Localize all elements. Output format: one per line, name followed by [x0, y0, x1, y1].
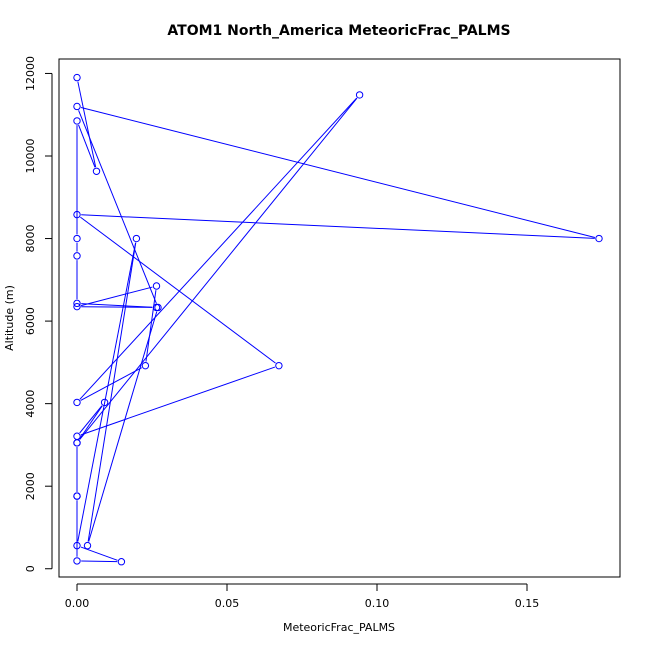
- chart-title: ATOM1 North_America MeteoricFrac_PALMS: [167, 23, 510, 39]
- series-segment: [88, 311, 158, 542]
- y-tick-label: 2000: [24, 472, 37, 500]
- data-point: [73, 432, 81, 440]
- series-points: [73, 73, 603, 566]
- data-point: [92, 167, 101, 175]
- data-point: [73, 252, 81, 260]
- data-point: [73, 210, 81, 219]
- data-point: [73, 73, 81, 82]
- series-segment: [79, 405, 103, 434]
- x-tick-label: 0.10: [365, 597, 390, 610]
- data-point: [275, 361, 283, 370]
- x-axis: 0.00 0.05 0.10 0.15: [65, 583, 540, 610]
- series-segment: [78, 405, 103, 440]
- series-segment: [80, 216, 276, 364]
- series-segment: [77, 242, 137, 542]
- y-tick-label: 12000: [24, 56, 37, 91]
- data-point: [73, 234, 81, 243]
- series-segment: [80, 367, 142, 401]
- data-point: [73, 299, 81, 308]
- series-segment: [81, 306, 153, 308]
- y-tick-label: 10000: [24, 138, 37, 173]
- series-segment: [81, 303, 153, 308]
- x-tick-label: 0.05: [215, 597, 240, 610]
- data-point: [132, 234, 141, 243]
- x-axis-label: MeteoricFrac_PALMS: [283, 621, 395, 634]
- series-segment: [78, 110, 157, 304]
- data-point: [73, 398, 81, 407]
- series-segment: [87, 242, 137, 542]
- series-segment: [80, 107, 596, 239]
- data-point: [595, 234, 603, 243]
- data-point: [152, 303, 161, 312]
- data-point: [73, 557, 81, 565]
- data-point: [83, 541, 92, 550]
- data-point: [73, 302, 81, 311]
- series-segment: [145, 290, 157, 362]
- series-segment: [77, 81, 97, 168]
- data-point: [73, 541, 81, 550]
- y-tick-label: 4000: [24, 390, 37, 418]
- data-point: [73, 492, 81, 500]
- data-point: [117, 558, 126, 566]
- data-point: [141, 361, 150, 370]
- data-point: [355, 91, 364, 99]
- y-tick-label: 6000: [24, 307, 37, 335]
- data-point: [73, 439, 81, 447]
- series-segment: [80, 366, 276, 436]
- y-axis: 0 2000 4000 6000 8000 10000 12000: [24, 56, 53, 572]
- data-point: [73, 117, 81, 125]
- series-segment: [81, 214, 595, 239]
- data-point: [73, 102, 81, 111]
- y-tick-label: 8000: [24, 225, 37, 253]
- x-tick-label: 0.00: [65, 597, 90, 610]
- series-segment: [78, 124, 96, 168]
- plot-area: [58, 58, 621, 578]
- data-point: [100, 398, 109, 407]
- series-segment: [81, 560, 118, 563]
- series-segment: [80, 286, 153, 307]
- x-tick-label: 0.15: [515, 597, 540, 610]
- series-line: [76, 81, 596, 563]
- series-segment: [79, 97, 358, 440]
- y-tick-label: 0: [24, 565, 37, 572]
- y-axis-label: Altitude (m): [3, 285, 16, 351]
- data-point: [152, 282, 161, 290]
- series-segment: [79, 97, 358, 400]
- data-point: [154, 303, 162, 312]
